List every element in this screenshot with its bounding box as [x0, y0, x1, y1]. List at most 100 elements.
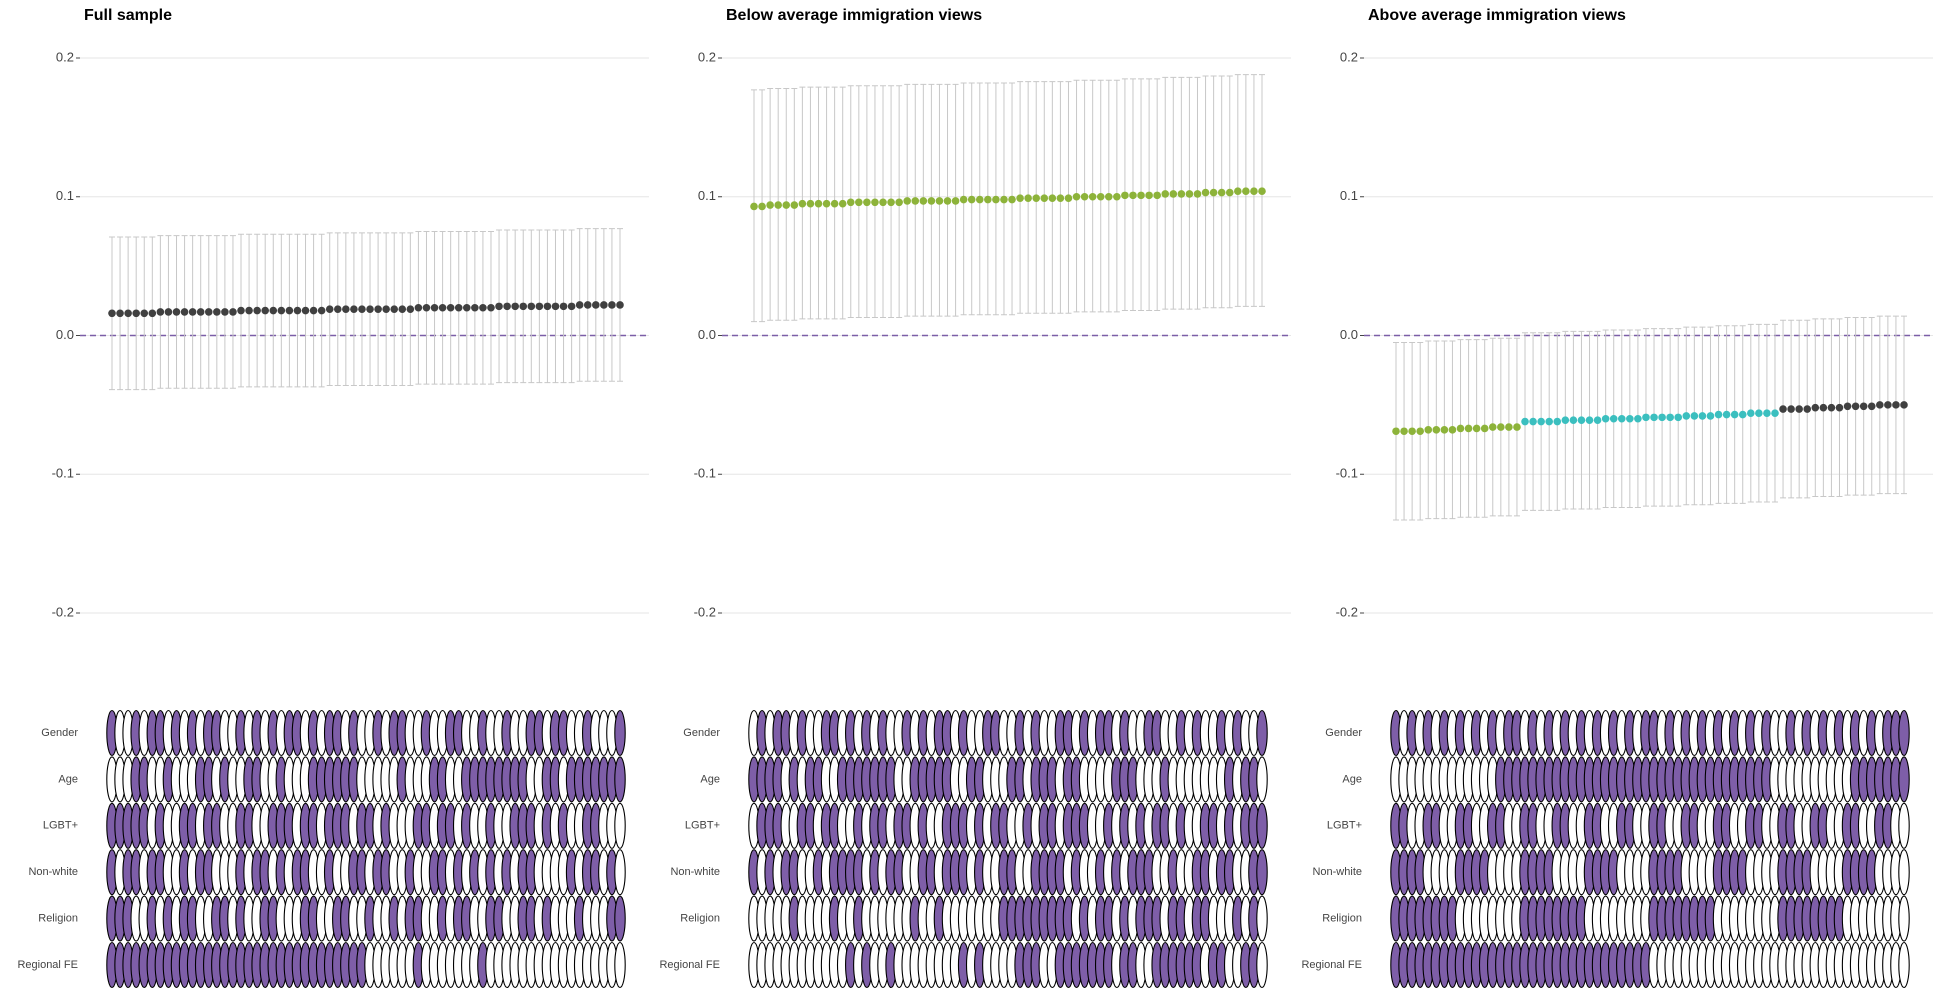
estimate-point	[1722, 410, 1731, 419]
estimate-point	[1714, 410, 1723, 419]
estimate-point	[430, 303, 439, 312]
estimate-point	[1698, 412, 1707, 420]
indicator-label: LGBT+	[1327, 820, 1362, 832]
estimate-point	[1464, 424, 1473, 433]
estimate-point	[1153, 191, 1161, 200]
estimate-point	[1738, 410, 1747, 419]
estimate-point	[1440, 426, 1449, 434]
estimate-point	[927, 197, 936, 205]
estimate-point	[830, 199, 839, 208]
estimate-point	[1851, 402, 1860, 411]
estimate-point	[1617, 414, 1626, 423]
estimate-point	[1408, 427, 1416, 436]
estimate-point	[1892, 401, 1900, 409]
estimate-point	[116, 309, 124, 318]
panel-title: Full sample	[84, 7, 172, 24]
estimate-point	[1513, 423, 1521, 431]
y-tick-label: 0.1	[1340, 188, 1358, 203]
estimate-point	[124, 309, 132, 318]
indicator-cell	[1256, 849, 1268, 896]
estimate-point	[943, 197, 952, 205]
estimate-point	[838, 199, 847, 208]
estimate-point	[406, 305, 415, 313]
y-tick-label: -0.1	[694, 466, 716, 481]
estimate-point	[140, 309, 149, 318]
estimate-point	[1545, 417, 1554, 426]
indicator-cell	[1256, 941, 1268, 989]
estimate-point	[1650, 413, 1658, 422]
indicator-label: Regional FE	[659, 959, 720, 971]
estimate-point	[1537, 417, 1545, 426]
estimate-point	[967, 195, 976, 204]
estimate-point	[422, 303, 431, 312]
estimate-point	[814, 199, 823, 208]
estimate-point	[1137, 191, 1145, 200]
estimate-point	[1392, 427, 1400, 436]
estimate-point	[758, 202, 766, 211]
estimate-point	[766, 201, 774, 209]
estimate-point	[1634, 414, 1642, 423]
estimate-point	[213, 308, 221, 316]
estimate-point	[1585, 416, 1594, 424]
estimate-point	[575, 301, 584, 309]
estimate-point	[1161, 190, 1170, 198]
estimate-point	[1779, 405, 1787, 413]
estimate-point	[1658, 413, 1666, 422]
estimate-point	[959, 195, 968, 204]
estimate-point	[277, 306, 286, 315]
estimate-point	[1416, 427, 1424, 436]
y-tick-label: 0.0	[698, 327, 716, 342]
estimate-point	[1811, 403, 1820, 412]
indicator-label: Religion	[680, 913, 720, 925]
estimate-point	[527, 302, 536, 311]
estimate-point	[1867, 402, 1876, 411]
estimate-point	[1642, 413, 1650, 422]
estimate-point	[446, 303, 455, 312]
estimate-point	[1488, 423, 1497, 431]
estimate-point	[1601, 414, 1610, 423]
estimate-point	[454, 303, 463, 312]
y-tick-label: 0.1	[56, 188, 74, 203]
estimate-point	[309, 306, 318, 315]
y-tick-label: 0.2	[56, 49, 74, 64]
estimate-point	[535, 302, 544, 311]
estimate-point	[1032, 194, 1041, 202]
estimate-point	[1250, 187, 1258, 195]
y-tick-label: 0.1	[698, 188, 716, 203]
estimate-point	[871, 198, 879, 207]
y-tick-label: -0.1	[52, 466, 74, 481]
estimate-point	[1626, 414, 1634, 423]
y-tick-label: 0.0	[1340, 327, 1358, 342]
estimate-point	[317, 306, 326, 315]
estimate-point	[583, 301, 592, 309]
estimate-point	[1169, 190, 1178, 198]
estimate-point	[1900, 401, 1908, 409]
estimate-point	[1008, 195, 1016, 204]
estimate-point	[1666, 413, 1674, 422]
indicator-cell	[1898, 802, 1910, 849]
estimate-point	[1048, 194, 1057, 202]
indicator-label: Non-white	[1312, 866, 1362, 878]
estimate-point	[806, 199, 815, 208]
estimate-point	[1129, 191, 1137, 200]
estimate-point	[1746, 409, 1755, 418]
estimate-point	[951, 197, 960, 205]
estimate-point	[285, 306, 294, 315]
estimate-point	[301, 306, 310, 315]
estimate-point	[1225, 188, 1234, 197]
estimate-point	[132, 309, 140, 318]
estimate-point	[245, 306, 253, 315]
estimate-point	[1497, 423, 1505, 431]
estimate-point	[1706, 412, 1715, 420]
estimate-point	[1609, 414, 1618, 423]
estimate-point	[1016, 194, 1024, 202]
estimate-point	[567, 302, 576, 311]
estimate-point	[1000, 195, 1008, 204]
estimate-point	[887, 198, 895, 207]
estimate-point	[592, 301, 600, 309]
estimate-point	[984, 195, 992, 204]
estimate-point	[519, 302, 528, 311]
estimate-point	[1258, 187, 1266, 195]
estimate-point	[350, 305, 358, 313]
